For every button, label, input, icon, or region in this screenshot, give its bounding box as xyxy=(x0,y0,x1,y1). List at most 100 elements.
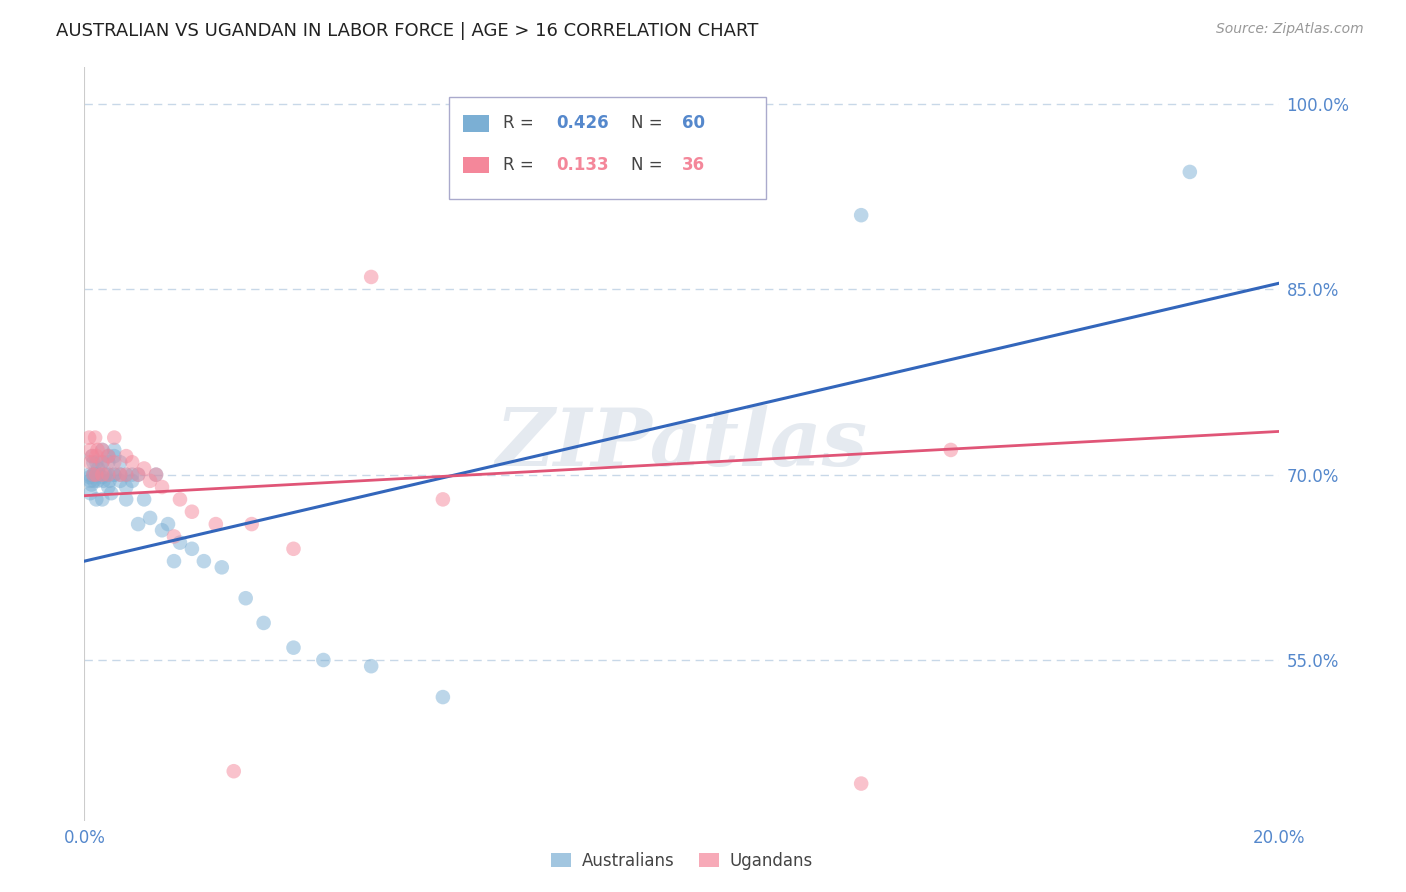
Point xyxy=(115,467,138,482)
Point xyxy=(86,455,108,469)
Point xyxy=(121,455,143,469)
Point xyxy=(97,449,120,463)
FancyBboxPatch shape xyxy=(463,157,489,173)
Point xyxy=(121,467,143,482)
Point xyxy=(77,467,100,482)
Point xyxy=(82,449,104,463)
Point xyxy=(240,517,263,532)
Text: R =: R = xyxy=(503,156,544,174)
Point xyxy=(91,467,114,482)
Point xyxy=(157,517,180,532)
Text: 0.426: 0.426 xyxy=(557,114,609,132)
Point xyxy=(86,449,108,463)
Point xyxy=(283,640,305,655)
Point xyxy=(86,492,108,507)
Point xyxy=(91,455,114,469)
Text: N =: N = xyxy=(630,156,668,174)
Text: AUSTRALIAN VS UGANDAN IN LABOR FORCE | AGE > 16 CORRELATION CHART: AUSTRALIAN VS UGANDAN IN LABOR FORCE | A… xyxy=(56,22,759,40)
Point xyxy=(83,474,105,488)
Point xyxy=(110,474,132,488)
Point xyxy=(84,431,107,445)
Point xyxy=(79,486,101,500)
Point xyxy=(139,474,162,488)
Point xyxy=(253,615,276,630)
Point xyxy=(82,467,104,482)
Point xyxy=(97,467,120,482)
Point xyxy=(150,480,173,494)
Point xyxy=(432,492,454,507)
Point xyxy=(110,467,132,482)
Point xyxy=(86,474,108,488)
Point xyxy=(139,511,162,525)
Point xyxy=(211,560,233,574)
Point xyxy=(181,541,204,556)
Point xyxy=(193,554,215,568)
Point xyxy=(89,467,111,482)
Point xyxy=(169,535,191,549)
Point xyxy=(103,467,125,482)
Point xyxy=(79,474,101,488)
Point xyxy=(110,455,132,469)
Point xyxy=(103,449,125,463)
Point xyxy=(132,492,156,507)
FancyBboxPatch shape xyxy=(463,115,489,132)
Point xyxy=(851,208,873,222)
Point xyxy=(235,591,257,606)
Point xyxy=(91,492,114,507)
Point xyxy=(103,467,125,482)
Point xyxy=(103,455,125,469)
Point xyxy=(110,467,132,482)
Text: 60: 60 xyxy=(682,114,704,132)
Point xyxy=(432,690,454,704)
Point xyxy=(115,467,138,482)
Point xyxy=(83,467,105,482)
Point xyxy=(127,467,149,482)
Point xyxy=(82,449,104,463)
FancyBboxPatch shape xyxy=(449,97,766,199)
Point xyxy=(121,474,143,488)
Point xyxy=(82,467,104,482)
Point xyxy=(91,455,114,469)
Point xyxy=(360,659,382,673)
Point xyxy=(77,431,100,445)
Point xyxy=(312,653,335,667)
Point xyxy=(163,529,186,543)
Point xyxy=(94,467,117,482)
Point xyxy=(115,449,138,463)
Point xyxy=(132,461,156,475)
Point xyxy=(169,492,191,507)
Point xyxy=(127,467,149,482)
Point xyxy=(79,470,101,484)
Point xyxy=(80,477,103,491)
Point xyxy=(150,523,173,537)
Text: 36: 36 xyxy=(682,156,704,174)
Point xyxy=(939,442,962,457)
Point xyxy=(103,431,125,445)
Point xyxy=(86,442,108,457)
Point xyxy=(97,467,120,482)
Point xyxy=(79,442,101,457)
Point xyxy=(222,764,245,779)
Point xyxy=(91,470,114,484)
Text: R =: R = xyxy=(503,114,538,132)
Point xyxy=(145,467,167,482)
Text: 0.133: 0.133 xyxy=(557,156,609,174)
Point xyxy=(91,442,114,457)
Point xyxy=(115,480,138,494)
Point xyxy=(115,492,138,507)
Point xyxy=(79,455,101,469)
Point xyxy=(86,467,108,482)
Point xyxy=(97,449,120,463)
Point xyxy=(87,461,110,475)
Point xyxy=(851,776,873,790)
Point xyxy=(1178,165,1201,179)
Point xyxy=(103,442,125,457)
Point xyxy=(205,517,228,532)
Point xyxy=(283,541,305,556)
Point xyxy=(86,467,108,482)
Point xyxy=(100,486,122,500)
Text: N =: N = xyxy=(630,114,668,132)
Point xyxy=(360,269,382,284)
Point xyxy=(82,455,104,469)
Point xyxy=(91,442,114,457)
